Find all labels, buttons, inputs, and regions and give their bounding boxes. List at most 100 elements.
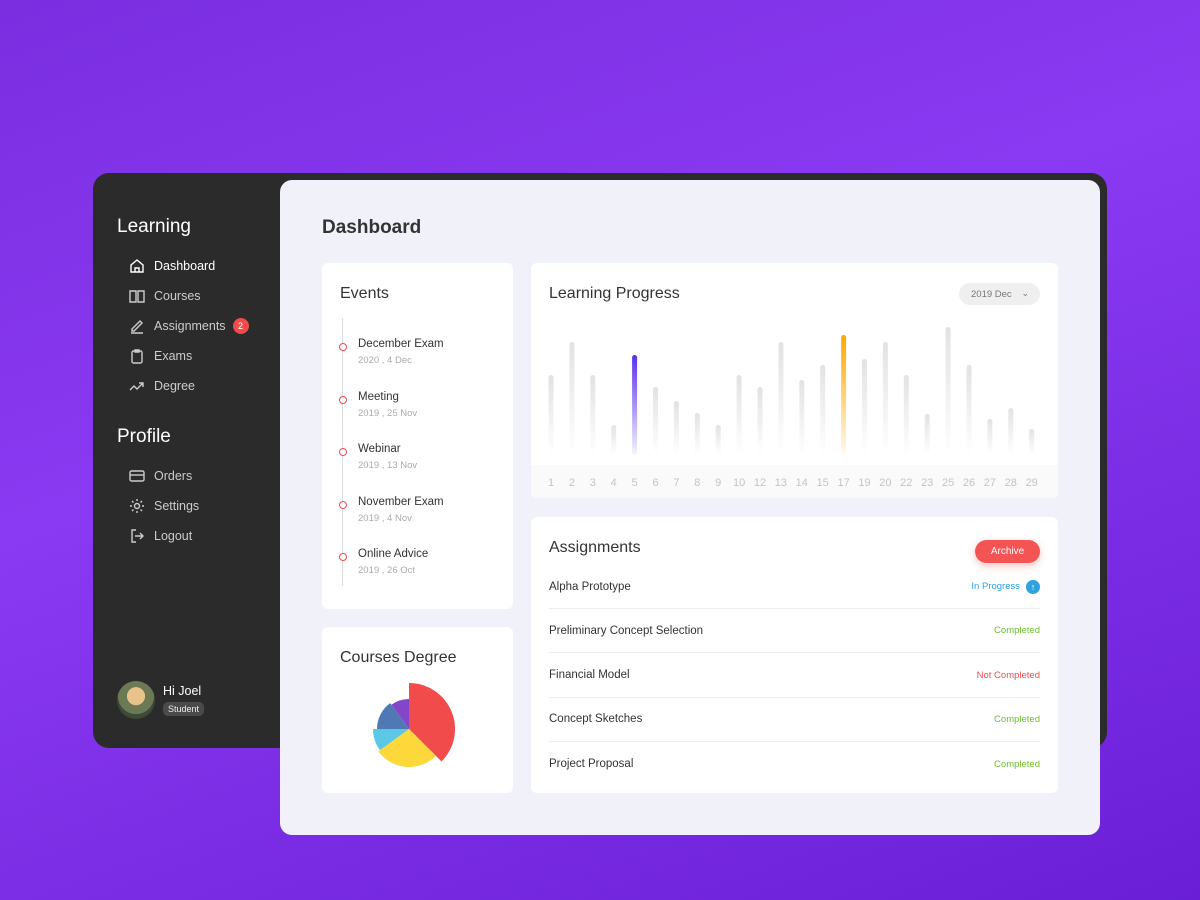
- x-tick-label: 23: [921, 477, 933, 489]
- sidebar-item-dashboard[interactable]: Dashboard: [129, 257, 249, 275]
- chevron-down-icon: ⌄: [1021, 288, 1029, 298]
- user-greeting: Hi Joel: [163, 683, 202, 698]
- pie-slice-3: [377, 703, 409, 729]
- main-panel: Dashboard Events December Exam 2020 , 4 D…: [280, 180, 1100, 835]
- period-select[interactable]: 2019 Dec ⌄: [959, 283, 1040, 305]
- event-item[interactable]: Meeting 2019 , 25 Nov: [339, 391, 417, 419]
- pie-slice-2: [373, 729, 409, 751]
- pie-slice-4: [391, 699, 409, 729]
- event-date: 2019 , 4 Nov: [358, 512, 412, 524]
- sidebar-item-label: Assignments: [154, 319, 226, 333]
- assignment-name: Concept Sketches: [549, 713, 643, 726]
- bar-day-7[interactable]: [673, 401, 679, 455]
- sidebar-item-assignments[interactable]: Assignments 2: [129, 317, 249, 335]
- bar-day-12[interactable]: [757, 387, 763, 455]
- bar-day-20[interactable]: [882, 342, 888, 455]
- courses-degree-card: Courses Degree: [322, 627, 513, 793]
- learning-progress-chart: 1 2 3 4 5 6 7 8 9 10 12 13 14 15 17 19 20 22 23 25 26 27 28 29: [548, 327, 1038, 489]
- sidebar-item-label: Dashboard: [154, 259, 216, 273]
- sidebar-item-exams[interactable]: Exams: [129, 347, 249, 365]
- bar-day-6[interactable]: [653, 387, 658, 455]
- gear-icon: [130, 499, 144, 513]
- x-tick-label: 1: [548, 477, 554, 489]
- event-name: Meeting: [358, 390, 399, 403]
- events-card: Events December Exam 2020 , 4 Dec Meeting 2…: [322, 263, 513, 609]
- x-tick-label: 17: [837, 477, 849, 489]
- sidebar-item-courses[interactable]: Courses: [129, 287, 249, 305]
- x-tick-label: 9: [715, 477, 721, 489]
- sidebar-item-degree[interactable]: Degree: [129, 377, 249, 395]
- sidebar-item-label: Logout: [154, 529, 193, 543]
- event-name: November Exam: [358, 495, 444, 508]
- assignment-row[interactable]: Project Proposal Completed: [549, 742, 1040, 786]
- x-tick-label: 6: [652, 477, 658, 489]
- bar-day-10[interactable]: [736, 375, 742, 455]
- x-tick-label: 10: [733, 477, 745, 489]
- sidebar-item-orders[interactable]: Orders: [129, 467, 199, 485]
- event-dot: [339, 448, 347, 456]
- user-profile[interactable]: Hi Joel Student: [117, 681, 205, 719]
- bar-day-1[interactable]: [548, 375, 554, 455]
- assignment-row[interactable]: Financial Model Not Completed: [549, 654, 1040, 698]
- book-icon: [129, 290, 145, 303]
- assignment-status: Not Completed: [976, 669, 1040, 681]
- trend-icon: [129, 382, 144, 391]
- event-item[interactable]: Webinar 2019 , 13 Nov: [339, 443, 417, 471]
- assignment-row[interactable]: Preliminary Concept Selection Completed: [549, 609, 1040, 654]
- bar-day-13[interactable]: [778, 342, 784, 455]
- card-icon: [129, 470, 145, 482]
- x-tick-label: 8: [694, 477, 700, 489]
- event-dot: [339, 395, 347, 404]
- x-axis-band: [531, 465, 1058, 498]
- assignment-row[interactable]: Concept Sketches Completed: [549, 698, 1040, 742]
- bar-day-25[interactable]: [945, 327, 951, 455]
- sidebar-item-settings[interactable]: Settings: [129, 497, 199, 515]
- bar-day-17[interactable]: [841, 335, 847, 455]
- bar-day-3[interactable]: [590, 375, 596, 455]
- bar-day-27[interactable]: [987, 419, 993, 455]
- bar-day-2[interactable]: [569, 342, 575, 455]
- home-icon: [130, 259, 144, 273]
- x-tick-label: 3: [590, 477, 596, 489]
- bar-day-26[interactable]: [966, 365, 972, 455]
- courses-degree-title: Courses Degree: [340, 649, 457, 666]
- event-date: 2019 , 25 Nov: [358, 407, 418, 419]
- event-item[interactable]: December Exam 2020 , 4 Dec: [339, 338, 444, 366]
- bar-day-14[interactable]: [799, 380, 805, 455]
- sidebar-item-logout[interactable]: Logout: [129, 527, 199, 545]
- pen-icon: [131, 320, 143, 334]
- assignment-row[interactable]: Alpha Prototype In Progress ↑: [549, 565, 1040, 609]
- x-tick-label: 2: [569, 477, 575, 489]
- x-tick-label: 15: [817, 477, 829, 489]
- bar-day-22[interactable]: [903, 375, 909, 455]
- avatar: [117, 681, 155, 719]
- sidebar-item-label: Degree: [154, 379, 195, 393]
- x-tick-label: 25: [942, 477, 954, 489]
- x-tick-label: 4: [611, 477, 617, 489]
- bar-day-23[interactable]: [924, 414, 930, 455]
- notification-badge: 2: [232, 318, 249, 334]
- event-name: December Exam: [358, 338, 444, 350]
- event-item[interactable]: November Exam 2019 , 4 Nov: [339, 496, 444, 524]
- archive-button[interactable]: Archive: [975, 540, 1040, 563]
- bar-day-19[interactable]: [862, 359, 867, 455]
- bar-day-28[interactable]: [1008, 408, 1014, 455]
- x-tick-label: 20: [879, 477, 891, 489]
- learning-progress-card: Learning Progress 2019 Dec ⌄ 1 2 3 4 5 6 7 8 9 10 1…: [531, 263, 1058, 498]
- sidebar-item-label: Courses: [154, 289, 201, 303]
- bar-day-15[interactable]: [820, 365, 826, 455]
- profile-title: Profile: [117, 426, 171, 447]
- assignments-card: Assignments Archive Alpha Prototype In Pr…: [531, 517, 1058, 793]
- x-tick-label: 28: [1005, 477, 1017, 489]
- event-date: 2019 , 26 Oct: [358, 565, 416, 576]
- page-title: Dashboard: [322, 217, 422, 238]
- bar-day-9[interactable]: [715, 425, 721, 455]
- event-dot: [339, 343, 347, 351]
- bar-day-5[interactable]: [632, 355, 638, 455]
- bar-day-8[interactable]: [694, 413, 700, 455]
- arrow-up-icon[interactable]: ↑: [1026, 579, 1040, 594]
- bar-day-4[interactable]: [611, 425, 617, 455]
- event-item[interactable]: Online Advice 2019 , 26 Oct: [339, 548, 428, 576]
- bar-day-29[interactable]: [1029, 429, 1035, 455]
- assignment-status: Completed: [994, 713, 1040, 725]
